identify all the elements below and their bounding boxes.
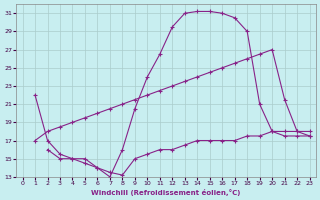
X-axis label: Windchill (Refroidissement éolien,°C): Windchill (Refroidissement éolien,°C)	[92, 189, 241, 196]
